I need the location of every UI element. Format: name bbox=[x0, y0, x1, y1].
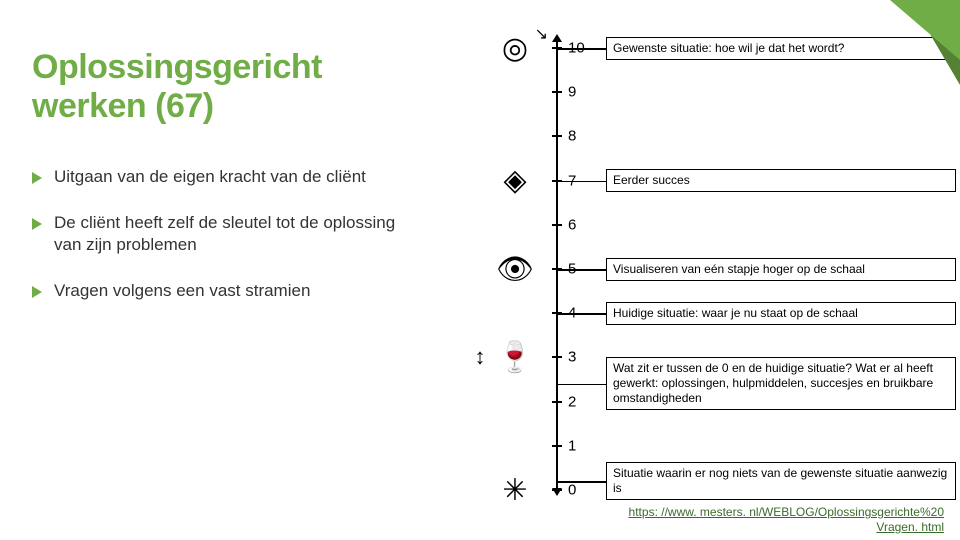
connector-line bbox=[558, 269, 606, 271]
scale-tick bbox=[552, 445, 562, 447]
description-box: Eerder succes bbox=[606, 169, 956, 192]
connector-line bbox=[558, 181, 606, 183]
bullet-item: De cliënt heeft zelf de sleutel tot de o… bbox=[32, 212, 402, 256]
updown-icon: ↕ bbox=[460, 337, 500, 377]
scale-tick-label: 9 bbox=[568, 84, 576, 101]
scale-tick bbox=[552, 135, 562, 137]
scale-tick-label: 1 bbox=[568, 437, 576, 454]
scale-tick bbox=[552, 224, 562, 226]
connector-line bbox=[558, 384, 606, 386]
page-title: Oplossingsgericht werken (67) bbox=[32, 48, 402, 126]
scale-tick-label: 6 bbox=[568, 216, 576, 233]
bullet-item: Vragen volgens een vast stramien bbox=[32, 280, 402, 302]
connector-line bbox=[558, 313, 606, 315]
description-box: Huidige situatie: waar je nu staat op de… bbox=[606, 302, 956, 325]
scale-axis bbox=[556, 40, 558, 490]
source-link-line1: https: //www. mesters. nl/WEBLOG/Oplossi… bbox=[629, 505, 944, 519]
loading-icon: ✳ bbox=[490, 470, 540, 510]
scale-tick bbox=[552, 489, 562, 491]
connector-line bbox=[558, 48, 606, 50]
scale-tick bbox=[552, 91, 562, 93]
bullet-list: Uitgaan van de eigen kracht van de cliën… bbox=[32, 166, 402, 302]
description-box: Visualiseren van eén stapje hoger op de … bbox=[606, 258, 956, 281]
corner-accent bbox=[890, 0, 960, 90]
description-box: Wat zit er tussen de 0 en de huidige sit… bbox=[606, 357, 956, 410]
scale-tick-label: 0 bbox=[568, 482, 576, 499]
bullet-item: Uitgaan van de eigen kracht van de cliën… bbox=[32, 166, 402, 188]
scale-tick-label: 2 bbox=[568, 393, 576, 410]
eye-icon: 👁 bbox=[490, 249, 540, 289]
connector-line bbox=[558, 481, 606, 483]
diamond-icon: ◈ bbox=[490, 161, 540, 201]
scale-tick-label: 8 bbox=[568, 128, 576, 145]
source-link-line2: Vragen. html bbox=[876, 520, 944, 534]
scale-tick bbox=[552, 356, 562, 358]
source-link[interactable]: https: //www. mesters. nl/WEBLOG/Oplossi… bbox=[627, 505, 946, 534]
scale-tick-label: 3 bbox=[568, 349, 576, 366]
target-icon: ◎↘ bbox=[490, 28, 540, 68]
scale-tick bbox=[552, 401, 562, 403]
scale-diagram: 109876543210◎↘◈👁🍷↕✳Gewenste situatie: ho… bbox=[460, 30, 960, 510]
description-box: Situatie waarin er nog niets van de gewe… bbox=[606, 462, 956, 500]
